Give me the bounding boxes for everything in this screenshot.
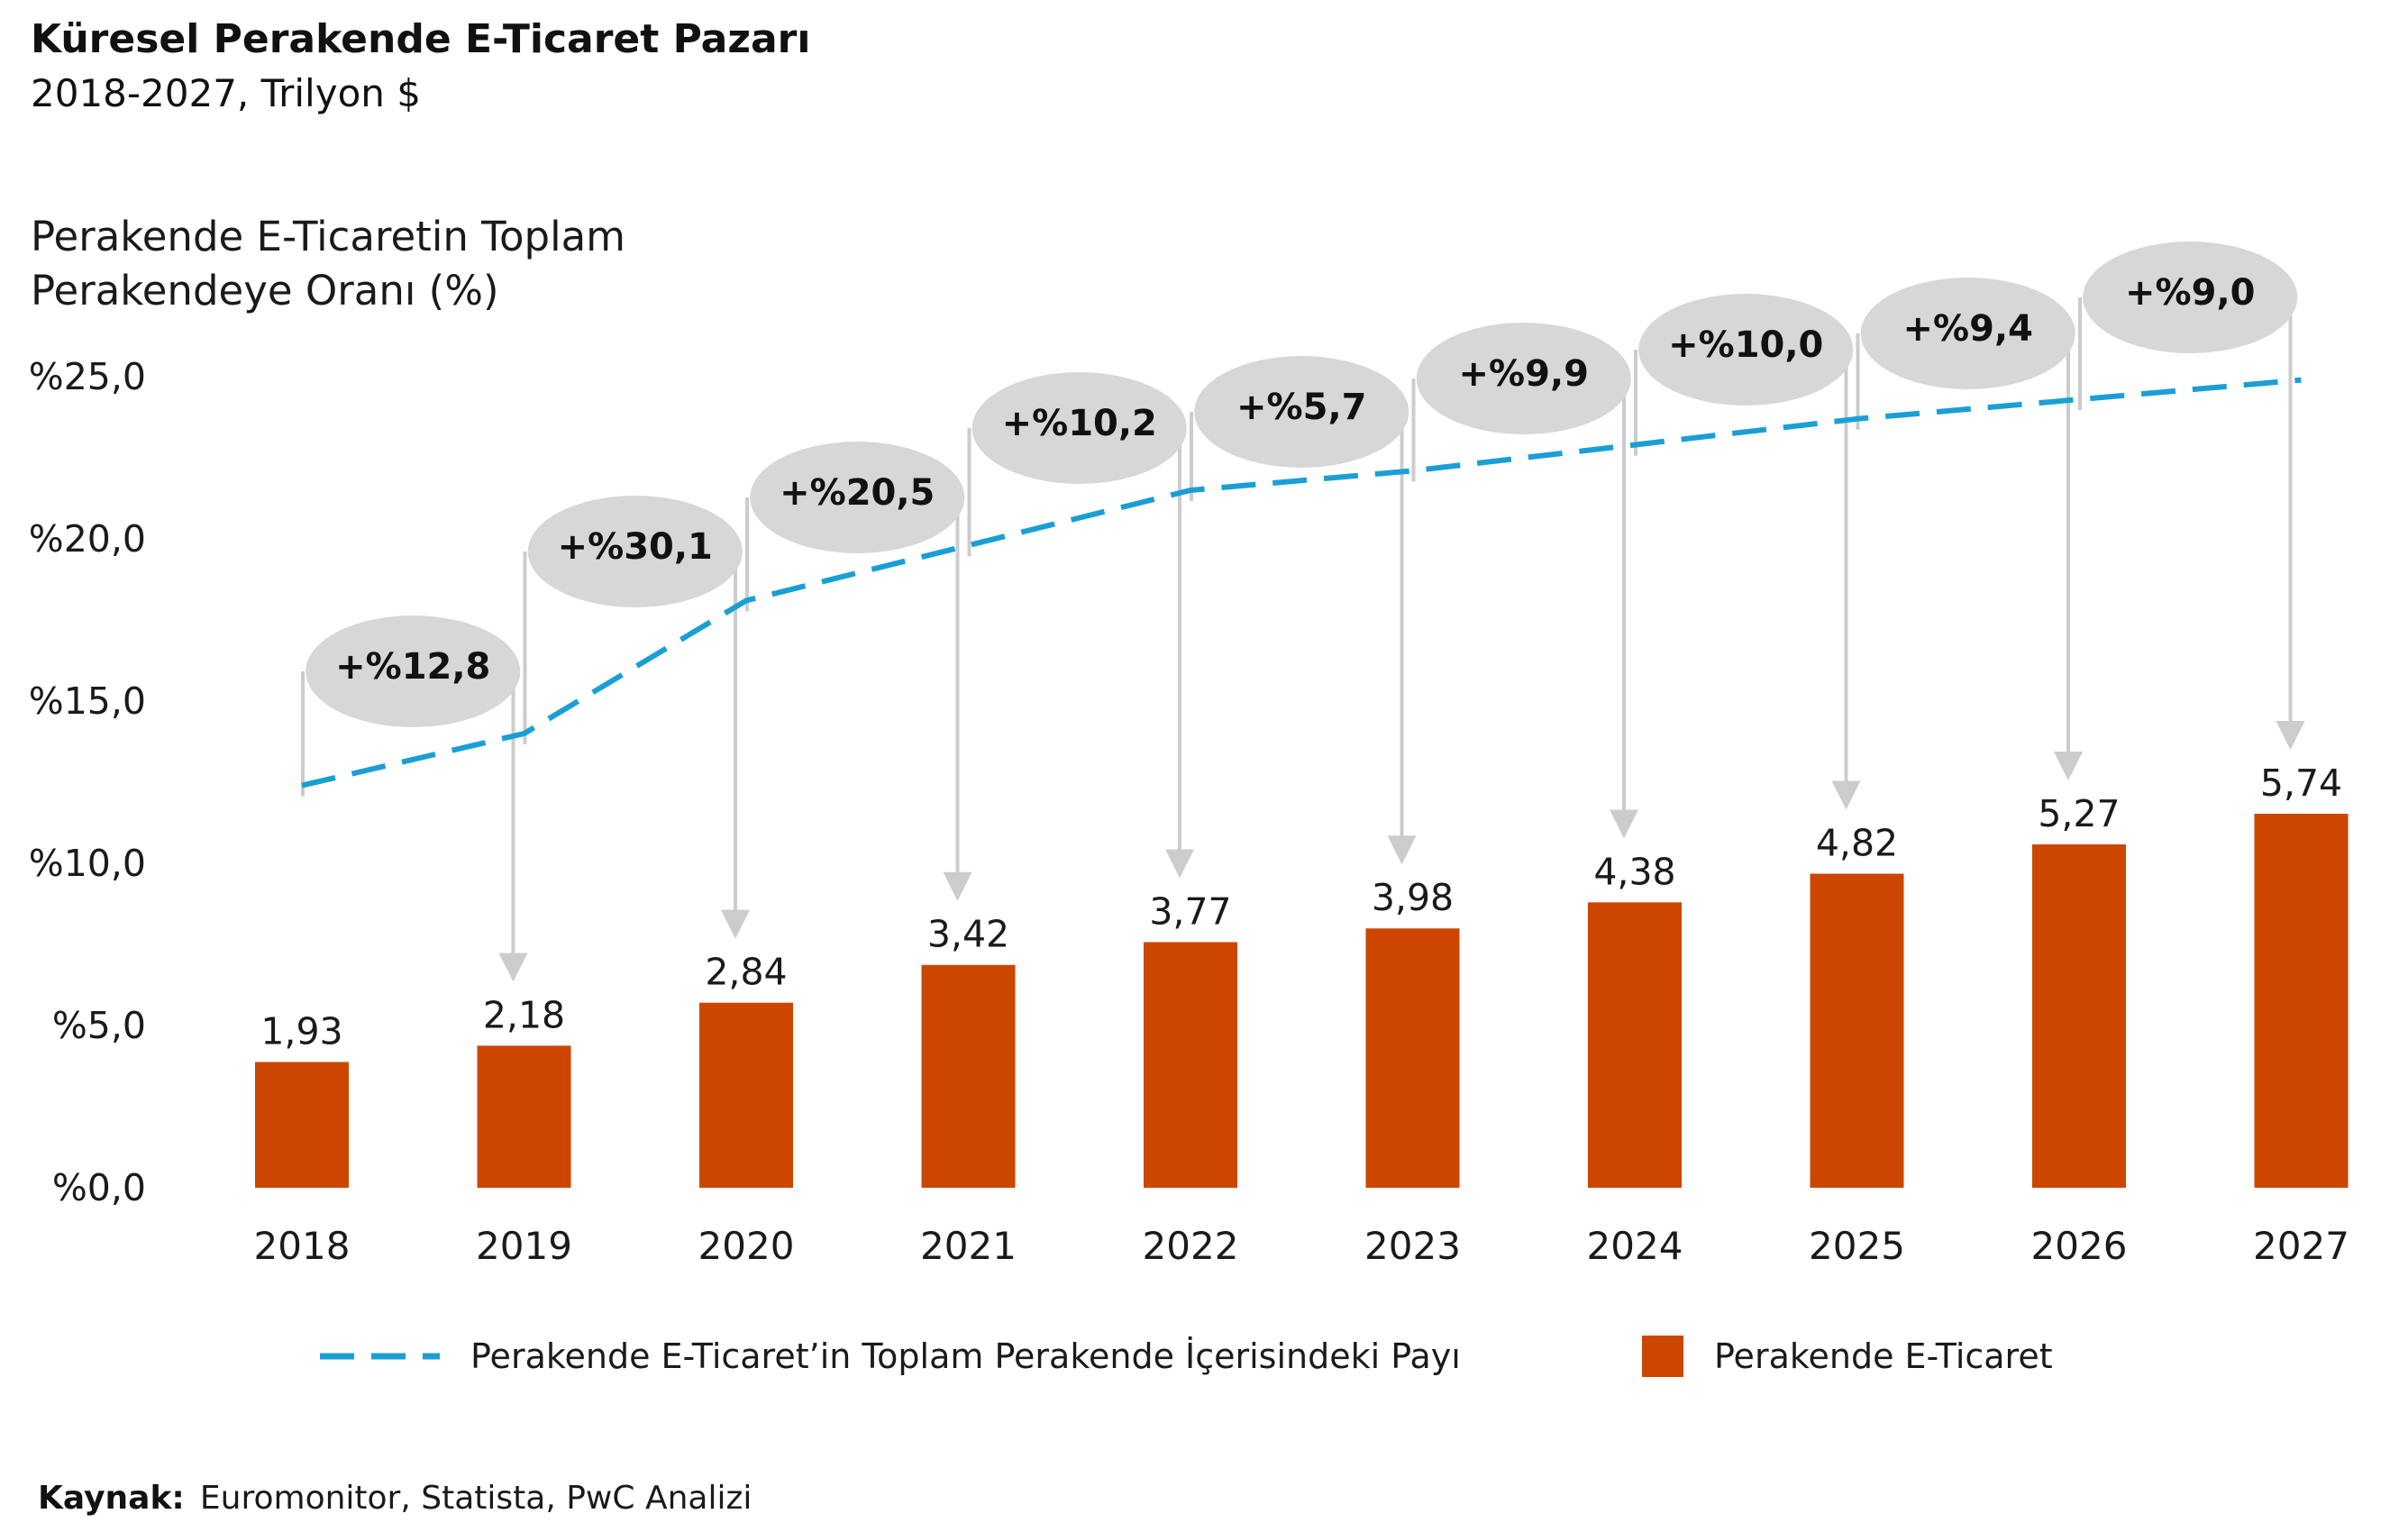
bar-2021 [921,964,1016,1188]
growth-label: +%10,2 [1002,403,1157,444]
y-tick-label: %25,0 [29,355,146,398]
growth-label: +%12,8 [335,646,490,688]
source-text: Euromonitor, Statista, PwC Analizi [200,1480,752,1517]
x-tick-label: 2021 [920,1224,1017,1268]
bar-value-label: 1,93 [260,1009,342,1053]
y-tick-label: %0,0 [52,1166,146,1209]
bar-2026 [2032,844,2126,1188]
legend: Perakende E-Ticaret’in Toplam Perakende … [320,1336,2053,1377]
y-axis-title-line-1: Perakende E-Ticaretin Toplam [31,213,625,260]
bar-2025 [1810,873,1904,1188]
growth-label: +%20,5 [780,472,935,514]
growth-bubble [750,442,965,553]
x-tick-label: 2026 [2031,1224,2128,1268]
growth-bubble [306,616,521,727]
x-tick-label: 2024 [1587,1224,1683,1268]
bar-2019 [477,1045,571,1188]
x-axis-ticks: 2018 2019 2020 2021 2022 2023 2024 2025 2026 2027 [254,1224,2349,1268]
y-tick-label: %5,0 [52,1004,146,1047]
bar-2022 [1144,942,1237,1188]
growth-bubble [2083,242,2298,353]
x-tick-label: 2027 [2253,1224,2349,1268]
x-tick-label: 2023 [1364,1224,1461,1268]
growth-label: +%9,4 [1903,308,2033,350]
bar-2018 [255,1062,349,1188]
growth-bubble [1638,294,1854,406]
source-label: Kaynak: [38,1480,185,1517]
growth-bubble [527,496,743,607]
bar-value-label: 4,82 [1816,822,1898,865]
y-axis-ticks: %0,0 %5,0 %10,0 %15,0 %20,0 %25,0 [29,355,146,1209]
growth-label: +%5,7 [1236,387,1366,428]
share-line [301,377,2302,789]
bar-value-label: 2,84 [705,951,787,994]
y-tick-label: %10,0 [29,842,146,885]
y-tick-label: %15,0 [29,679,146,723]
bar-value-label: 5,74 [2260,761,2342,805]
x-tick-label: 2022 [1143,1224,1239,1268]
x-tick-label: 2018 [254,1224,351,1268]
y-tick-label: %20,0 [29,517,146,561]
growth-label: +%9,0 [2125,272,2255,314]
growth-bubbles: +%12,8 +%30,1 +%20,5 +%10,2 +%5,7 +%9,9 +%10,0… [306,242,2298,727]
bar-value-label: 2,18 [483,993,565,1036]
legend-bar-swatch [1642,1336,1683,1377]
bars [255,813,2349,1188]
bar-2020 [699,1002,793,1188]
bar-value-label: 5,27 [2038,792,2120,835]
share-line-layer [301,377,2302,789]
growth-label: +%9,9 [1459,353,1589,395]
growth-arrows [301,297,2305,982]
bar-2023 [1365,928,1460,1188]
growth-bubble [971,372,1187,484]
bar-value-label: 3,98 [1372,876,1454,919]
x-tick-label: 2019 [476,1224,572,1268]
growth-bubble [1860,278,2075,389]
bar-2027 [2254,813,2349,1188]
legend-bar-label: Perakende E-Ticaret [1714,1336,2053,1376]
source-note: Kaynak: Euromonitor, Statista, PwC Anali… [38,1480,752,1517]
y-axis-title-line-2: Perakendeye Oranı (%) [31,267,499,315]
growth-label: +%10,0 [1668,324,1823,366]
x-tick-label: 2025 [1809,1224,1905,1268]
growth-bubble [1194,356,1409,468]
legend-line-label: Perakende E-Ticaret’in Toplam Perakende … [470,1336,1461,1376]
growth-label: +%30,1 [558,526,713,568]
x-tick-label: 2020 [698,1224,795,1268]
bar-2024 [1588,902,1682,1188]
bar-value-label: 3,77 [1149,889,1231,933]
chart-subtitle: 2018-2027, Trilyon $ [31,71,421,115]
growth-bubble [1416,323,1631,434]
bar-value-label: 4,38 [1593,850,1675,893]
bar-value-labels: 1,93 2,18 2,84 3,42 3,77 3,98 4,38 4,82 5,27 5,74 [260,761,2342,1053]
bar-value-label: 3,42 [927,913,1009,956]
chart-title: Küresel Perakende E-Ticaret Pazarı [31,16,810,62]
